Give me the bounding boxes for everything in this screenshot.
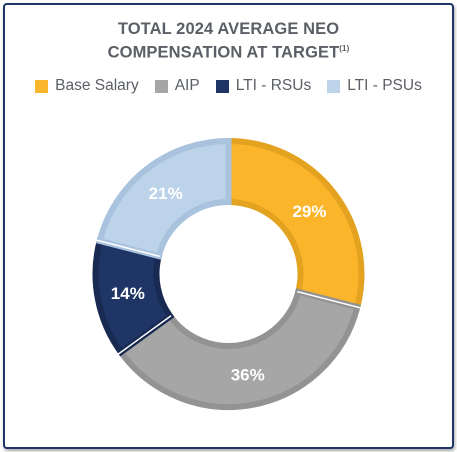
donut-slice-aip: [116, 288, 361, 410]
chart-title-line-2-text: COMPENSATION AT TARGET: [107, 43, 340, 62]
chart-legend: Base Salary AIP LTI - RSUs LTI - PSUs: [5, 77, 452, 95]
donut-slice-lti-psus: [96, 137, 232, 260]
legend-swatch-base-salary: [35, 79, 49, 93]
title-footnote: (1): [339, 44, 350, 53]
legend-label-aip: AIP: [174, 77, 200, 94]
data-label-lti-rsus: 14%: [111, 284, 145, 303]
legend-label-lti-rsus: LTI - RSUs: [235, 77, 312, 94]
legend-label-base-salary: Base Salary: [55, 77, 139, 94]
legend-item-base-salary: Base Salary: [35, 77, 139, 95]
legend-item-lti-rsus: LTI - RSUs: [215, 77, 312, 95]
legend-swatch-lti-rsus: [215, 79, 229, 93]
data-label-lti-psus: 21%: [149, 184, 183, 203]
data-label-aip: 36%: [231, 366, 265, 385]
donut-slice-base-salary: [225, 137, 365, 311]
donut-separator-lti-rsus: [117, 315, 172, 356]
legend-label-lti-psus: LTI - PSUs: [347, 77, 422, 94]
legend-swatch-lti-psus: [327, 79, 341, 93]
data-label-base-salary: 29%: [292, 202, 326, 221]
legend-swatch-aip: [154, 79, 168, 93]
chart-title-line-1: TOTAL 2024 AVERAGE NEO: [117, 20, 340, 38]
legend-item-lti-psus: LTI - PSUs: [327, 77, 422, 95]
legend-item-aip: AIP: [154, 77, 200, 95]
donut-separator-aip: [297, 290, 362, 309]
donut-separator-lti-psus: [95, 239, 160, 258]
chart-title: TOTAL 2024 AVERAGE NEO COMPENSATION AT T…: [5, 19, 452, 63]
chart-title-line-2: COMPENSATION AT TARGET(1): [5, 39, 452, 63]
